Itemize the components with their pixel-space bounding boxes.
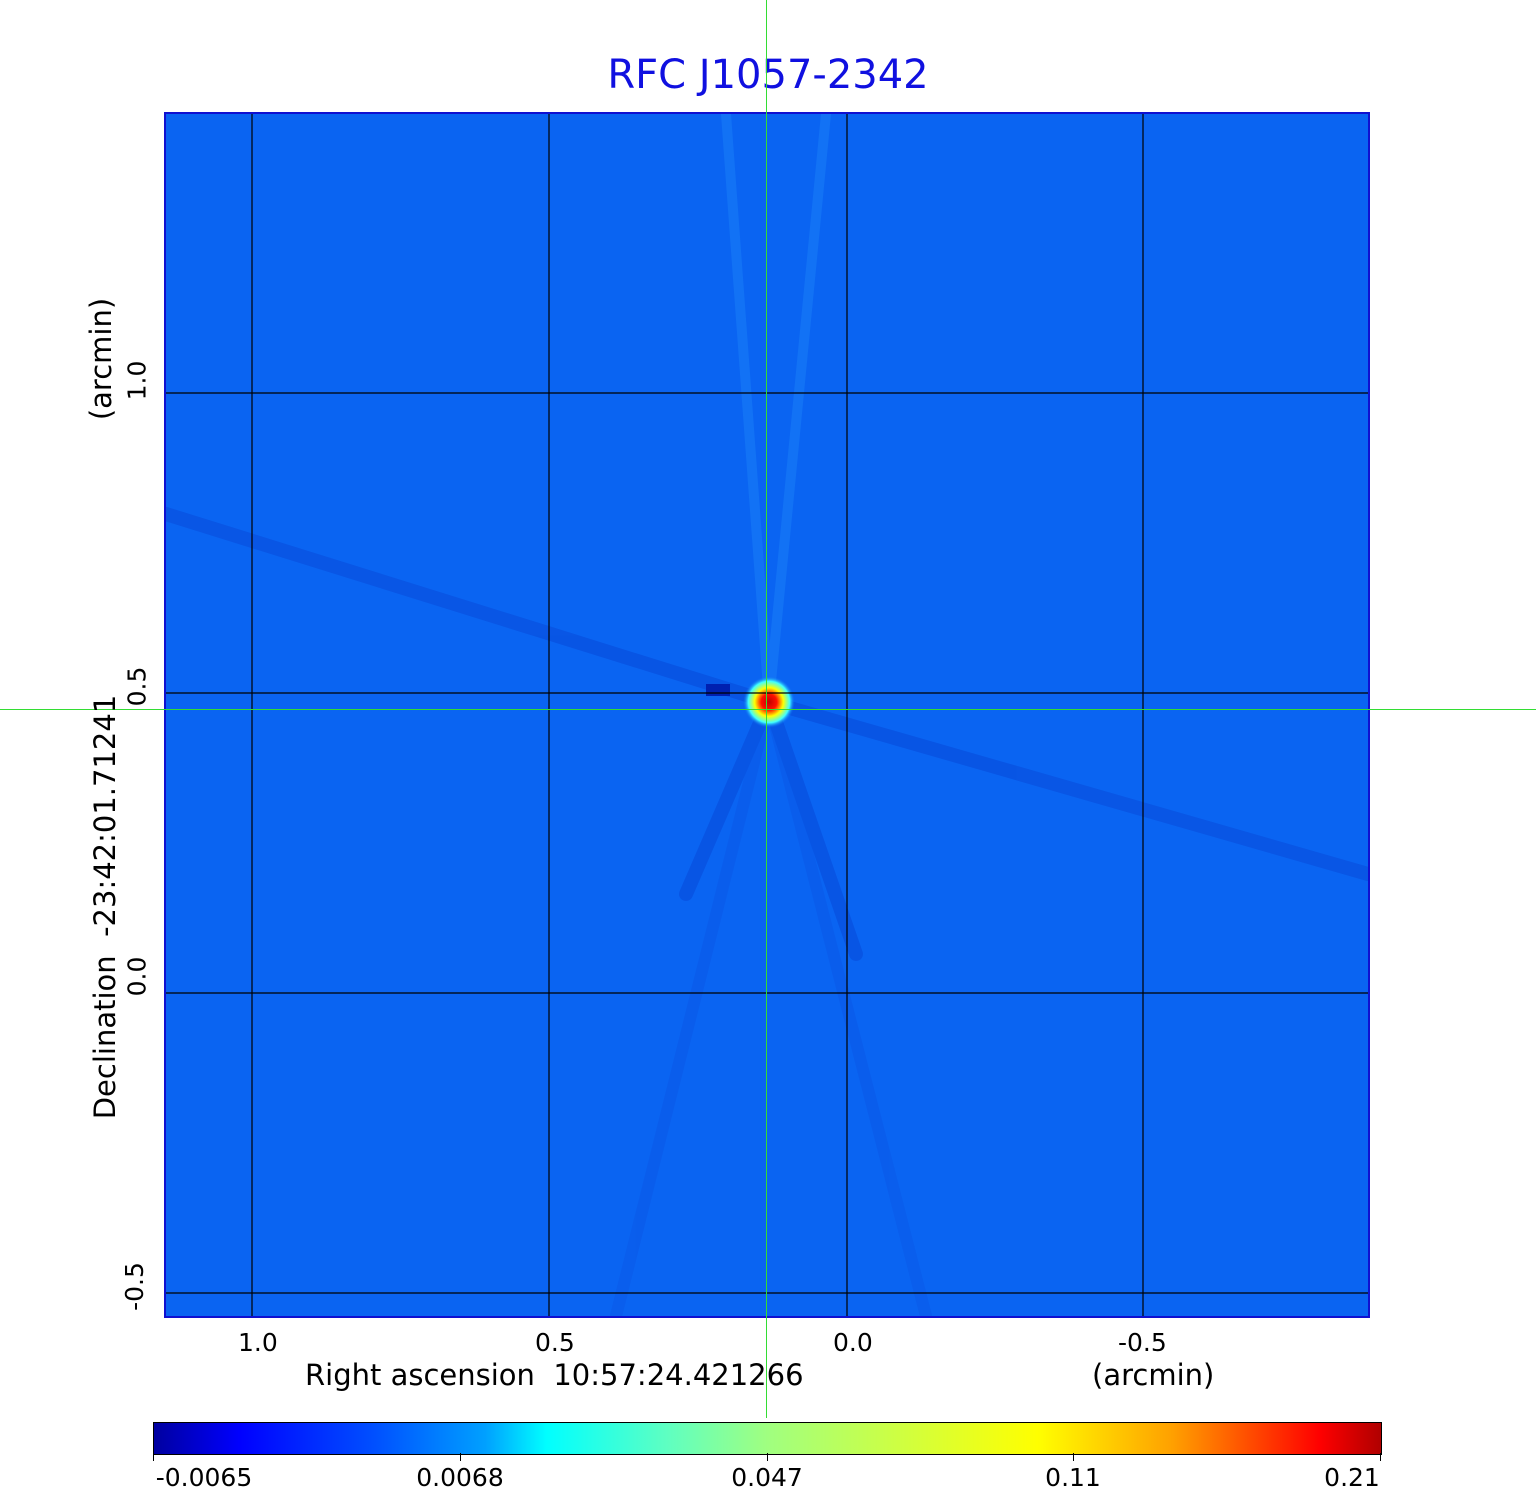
y-tick-label: -0.5	[119, 1262, 149, 1311]
colorbar-tick	[1380, 1453, 1381, 1461]
chart-title: RFC J1057-2342	[607, 52, 929, 98]
y-tick-label: 0.0	[122, 956, 152, 997]
negative-pixel	[706, 684, 730, 696]
x-tick-label: 0.5	[535, 1328, 575, 1357]
grid-lines	[166, 114, 1368, 1316]
x-tick-label: 1.0	[238, 1328, 278, 1357]
colorbar	[153, 1422, 1382, 1455]
colorbar-tick	[460, 1453, 461, 1461]
image-plot-area[interactable]	[164, 112, 1370, 1318]
colorbar-label: 0.047	[731, 1463, 803, 1492]
y-tick-label: 0.5	[122, 666, 152, 707]
crosshair-horizontal	[0, 709, 1536, 710]
source-peak	[743, 676, 795, 728]
sidelobe-streaks	[166, 114, 1368, 1316]
y-axis-label: Declination -23:42:01.71241	[88, 694, 122, 1120]
x-tick-label: 0.0	[833, 1328, 873, 1357]
colorbar-label: 0.0068	[416, 1463, 504, 1492]
colorbar-label: -0.0065	[155, 1463, 253, 1492]
x-tick-label: -0.5	[1118, 1328, 1167, 1357]
sky-image	[166, 114, 1368, 1316]
colorbar-tick	[1073, 1453, 1074, 1461]
y-tick-label: 1.0	[122, 360, 152, 401]
x-axis-unit: (arcmin)	[1092, 1358, 1215, 1392]
x-axis-label: Right ascension 10:57:24.421266	[305, 1358, 804, 1392]
colorbar-tick	[767, 1453, 768, 1461]
colorbar-tick	[153, 1453, 154, 1461]
y-axis-unit: (arcmin)	[84, 297, 119, 421]
colorbar-label: 0.21	[1324, 1463, 1380, 1492]
colorbar-label: 0.11	[1045, 1463, 1101, 1492]
